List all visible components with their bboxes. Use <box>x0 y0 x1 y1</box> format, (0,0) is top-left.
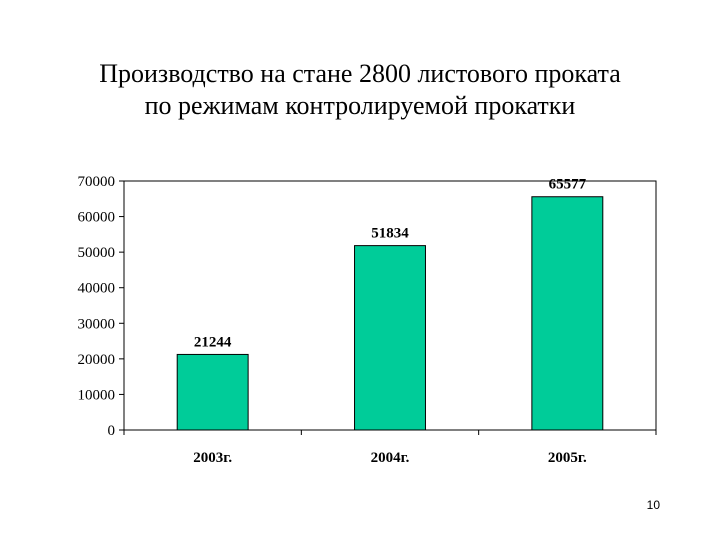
y-tick-label: 0 <box>108 423 116 439</box>
y-tick-label: 20000 <box>78 352 116 368</box>
bar-data-label: 51834 <box>371 226 409 242</box>
x-tick-label: 2005г. <box>548 450 587 466</box>
y-tick-label: 30000 <box>78 316 116 332</box>
y-tick-label: 50000 <box>78 245 116 261</box>
bar <box>531 196 604 431</box>
y-tick-label: 60000 <box>78 210 116 226</box>
x-tick-label: 2003г. <box>193 450 232 466</box>
y-tick-label: 70000 <box>78 174 116 190</box>
title-line-2: по режимам контролируемой прокатки <box>144 91 576 120</box>
y-tick-label: 10000 <box>78 387 116 403</box>
title-line-1: Производство на стане 2800 листового про… <box>99 59 621 88</box>
chart-title: Производство на стане 2800 листового про… <box>0 58 720 122</box>
y-tick-label: 40000 <box>78 281 116 297</box>
x-tick-label: 2004г. <box>371 450 410 466</box>
bar-data-label: 21244 <box>194 334 232 350</box>
plot-area-frame <box>124 180 657 430</box>
bar <box>354 245 426 431</box>
page-number: 10 <box>646 498 660 512</box>
bar <box>176 353 249 431</box>
bar-data-label: 65577 <box>549 177 587 193</box>
